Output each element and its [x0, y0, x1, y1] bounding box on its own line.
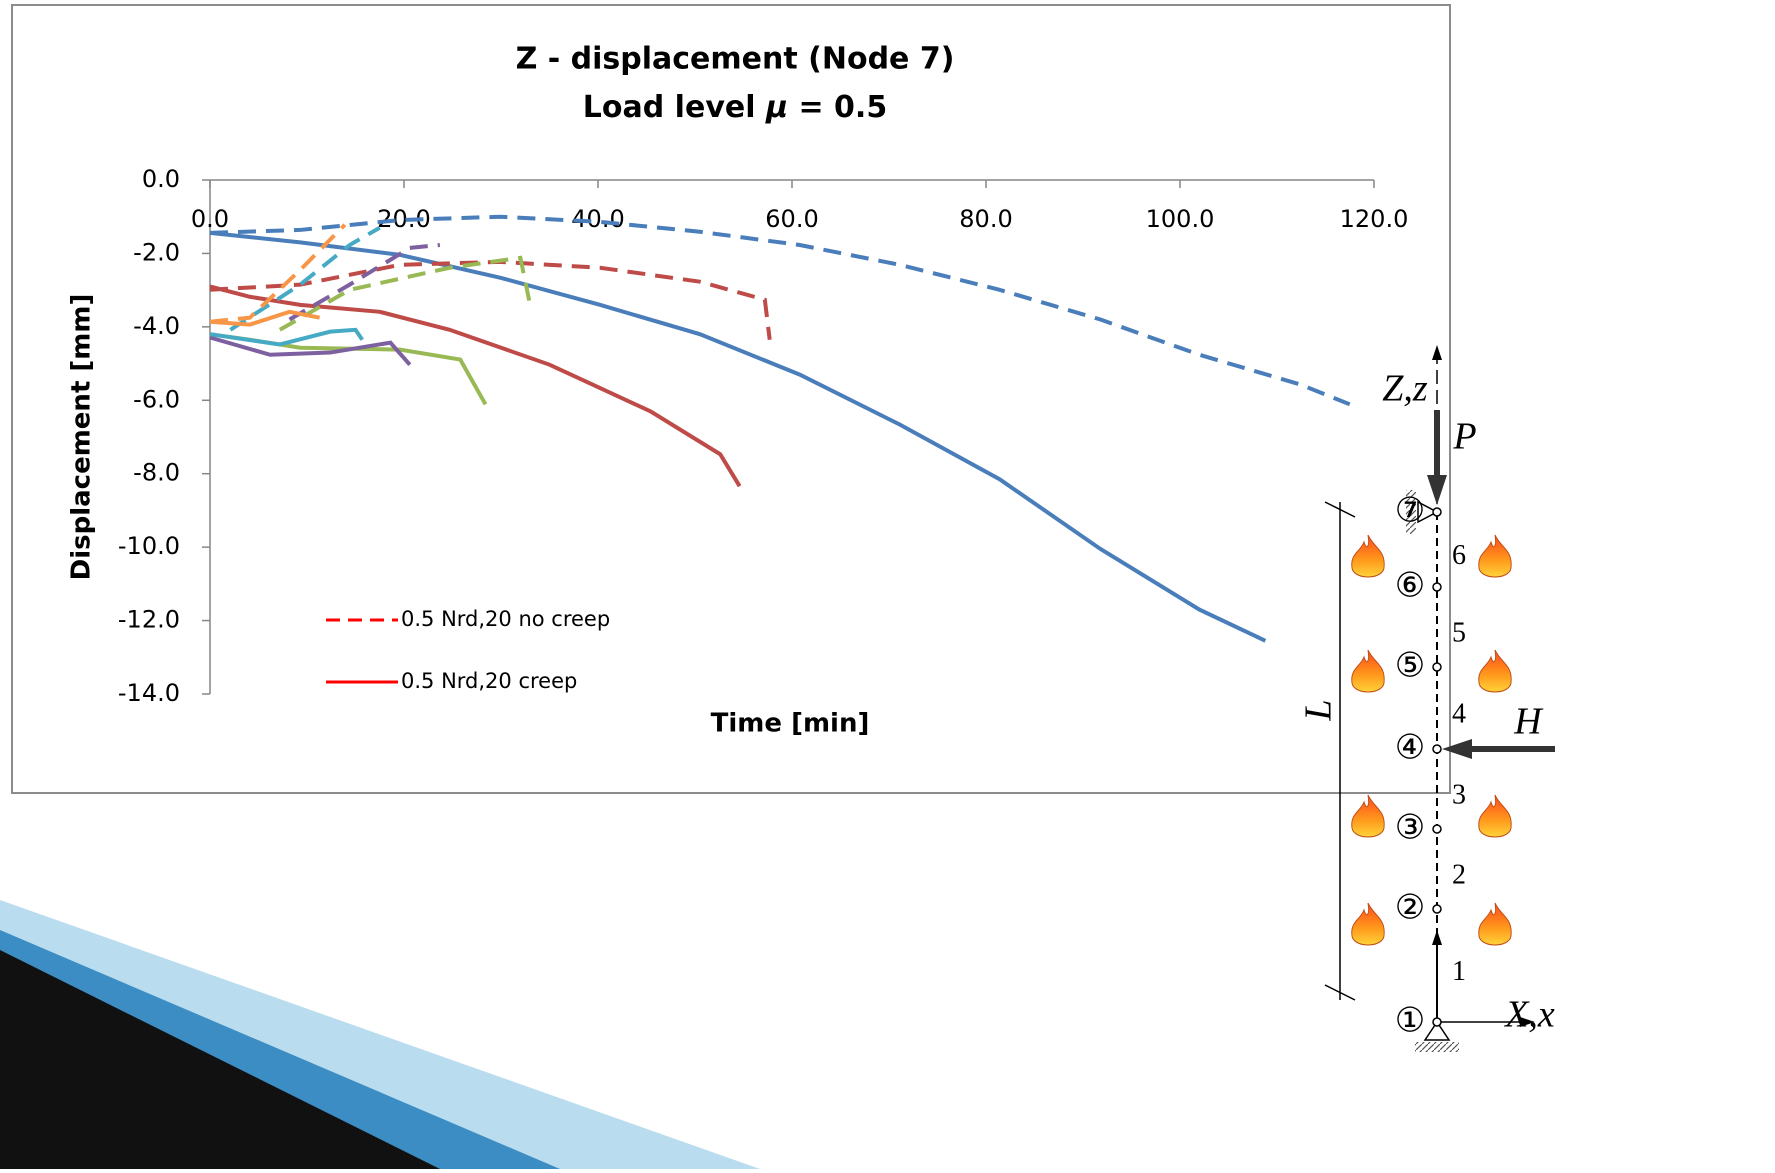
flame-icon	[1351, 794, 1385, 838]
legend-label: 0.5 Nrd,20 creep	[401, 669, 577, 693]
flame-icon	[1351, 649, 1385, 693]
node-label: ①	[1395, 1001, 1425, 1041]
x-tick-label: 0.0	[191, 205, 229, 233]
node-label: ⑤	[1395, 646, 1425, 686]
node-point	[1432, 662, 1442, 672]
series-line	[209, 223, 347, 324]
series-line	[209, 259, 772, 340]
series-line	[209, 309, 320, 327]
slide-decoration	[0, 900, 760, 1169]
node-point	[1432, 904, 1442, 914]
length-label: L	[1298, 699, 1340, 721]
subtitle-part: = 0.5	[788, 90, 887, 125]
node-label: ⑦	[1395, 491, 1425, 531]
flame-icon	[1351, 534, 1385, 578]
x-tick-label: 60.0	[765, 205, 818, 233]
node-point	[1432, 744, 1442, 754]
node-label: ⑥	[1395, 566, 1425, 606]
y-tick-label: -4.0	[133, 312, 180, 340]
series-line	[209, 327, 364, 347]
legend-label: 0.5 Nrd,20 no creep	[401, 607, 610, 631]
x-tick-label: 80.0	[959, 205, 1012, 233]
chart-subtitle: Load level μ = 0.5	[583, 90, 887, 125]
x-tick-label: 100.0	[1146, 205, 1215, 233]
diagram-label: X,x	[1503, 994, 1555, 1036]
node-label: ③	[1395, 808, 1425, 848]
node-point	[1432, 582, 1442, 592]
series-line	[229, 225, 381, 332]
diagram-label: Z,z	[1382, 368, 1428, 410]
element-label: 5	[1452, 617, 1466, 648]
y-tick-label: -12.0	[118, 606, 180, 634]
x-tick-label: 120.0	[1340, 205, 1409, 233]
subtitle-part: μ	[765, 90, 788, 125]
chart-frame	[11, 4, 1451, 794]
node-point	[1432, 507, 1442, 517]
series-line	[288, 242, 441, 322]
element-label: 3	[1452, 779, 1466, 810]
column-diagram: ① ② ③ ④ ⑤ ⑥ ⑦ 1 2 3 4 5 6 Z,z P H X,x L	[1298, 345, 1555, 1052]
chart-title: Z - displacement (Node 7)	[516, 42, 955, 77]
x-axis-label: Time [min]	[711, 709, 870, 739]
element-label: 6	[1452, 540, 1466, 571]
node-label: ②	[1395, 888, 1425, 928]
flame-icon	[1351, 902, 1385, 946]
element-label: 1	[1452, 956, 1466, 987]
y-tick-label: -6.0	[133, 385, 180, 413]
node-point	[1432, 824, 1442, 834]
element-label: 2	[1452, 859, 1466, 890]
series-line	[209, 230, 1267, 643]
series-line	[209, 214, 1351, 407]
series-line	[209, 335, 412, 366]
flame-icon	[1478, 649, 1512, 693]
y-axis-label: Displacement [mm]	[67, 294, 97, 581]
y-tick-label: 0.0	[142, 165, 180, 193]
element-label: 4	[1452, 698, 1466, 729]
plot-area: 0.0-2.0-4.0-6.0-8.0-10.0-12.0-14.00.0 20.…	[118, 165, 1408, 707]
y-tick-label: -2.0	[133, 238, 180, 266]
diagram-label: P	[1452, 416, 1476, 458]
subtitle-part: Load level	[583, 90, 766, 125]
diagram-label: H	[1513, 701, 1544, 743]
flame-icon	[1478, 794, 1512, 838]
node-point	[1432, 1017, 1442, 1027]
flame-icon	[1478, 534, 1512, 578]
y-tick-label: -8.0	[133, 459, 180, 487]
node-label: ④	[1395, 728, 1425, 768]
flame-icon	[1478, 902, 1512, 946]
y-tick-label: -14.0	[118, 679, 180, 707]
y-tick-label: -10.0	[118, 532, 180, 560]
series-line	[278, 255, 533, 332]
